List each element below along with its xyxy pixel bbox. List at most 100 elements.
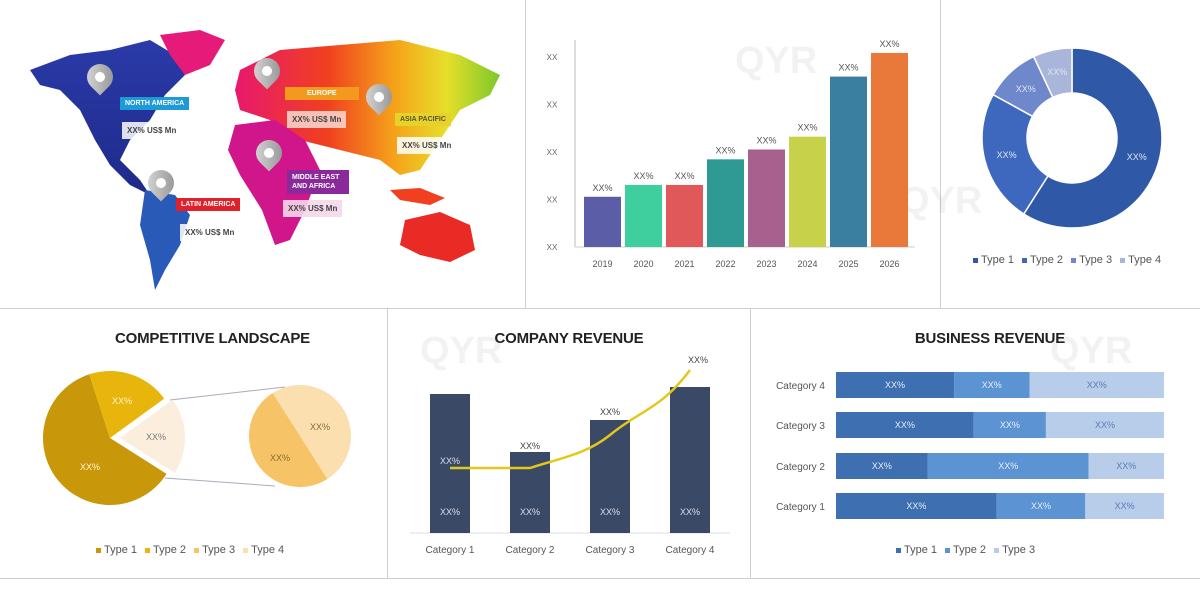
bar-2019 bbox=[584, 196, 621, 247]
secondary-pie-slice-type-3 bbox=[248, 392, 328, 488]
y-tick-label: XX bbox=[547, 53, 558, 62]
x-tick-label: Category 1 bbox=[426, 545, 475, 556]
line-data-label: XX% bbox=[688, 355, 708, 365]
bar-Category 1 bbox=[430, 394, 470, 533]
region-value-latin-america: XX% US$ Mn bbox=[180, 224, 240, 241]
bar-2020 bbox=[625, 184, 662, 247]
bar-Category 3 bbox=[590, 420, 630, 533]
secondary-pie-data-label: XX% bbox=[310, 422, 330, 432]
bar-data-label: XX% bbox=[872, 461, 892, 471]
bar-2023 bbox=[748, 149, 785, 247]
divider bbox=[387, 309, 388, 578]
donut-slice-Type 4 bbox=[1032, 47, 1073, 99]
y-tick-label: Category 4 bbox=[776, 381, 825, 392]
legend-item: Type 1 bbox=[973, 254, 1014, 266]
stacked-bar-segment bbox=[954, 372, 1030, 398]
divider bbox=[525, 0, 526, 308]
bar-data-label: XX% bbox=[674, 171, 694, 181]
legend-item: Type 3 bbox=[194, 544, 235, 556]
legend-item: Type 3 bbox=[1071, 254, 1112, 266]
x-tick-label: Category 3 bbox=[586, 545, 635, 556]
business-revenue-title: BUSINESS REVENUE bbox=[914, 330, 1066, 347]
pie-data-label: XX% bbox=[80, 462, 100, 472]
greenland-shape bbox=[160, 30, 225, 75]
stacked-bar-segment bbox=[836, 412, 974, 438]
bar-data-label: XX% bbox=[600, 507, 620, 517]
donut-data-label: XX% bbox=[1127, 152, 1147, 162]
bar-2025 bbox=[830, 76, 867, 247]
watermark: QYR bbox=[735, 40, 818, 82]
line-data-label: XX% bbox=[440, 456, 460, 466]
divider bbox=[750, 309, 751, 578]
bar-2024 bbox=[789, 136, 826, 247]
bar-data-label: XX% bbox=[1116, 461, 1136, 471]
bar-data-label: XX% bbox=[998, 461, 1018, 471]
pie-slice-type-3 bbox=[120, 399, 185, 473]
watermark: QYR bbox=[1050, 330, 1133, 372]
pie-data-label: XX% bbox=[112, 396, 132, 406]
bar-2022 bbox=[707, 159, 744, 247]
divider bbox=[940, 0, 941, 308]
business-legend: Type 1 Type 2 Type 3 bbox=[896, 544, 1035, 556]
x-tick-label: Category 2 bbox=[506, 545, 555, 556]
competitive-legend: Type 1 Type 2 Type 3 Type 4 bbox=[96, 544, 284, 556]
bar-data-label: XX% bbox=[1031, 501, 1051, 511]
donut-slice-Type 1 bbox=[1022, 47, 1163, 229]
watermark: QYR bbox=[900, 180, 983, 222]
legend-item: Type 2 bbox=[945, 544, 986, 556]
legend-item: Type 1 bbox=[896, 544, 937, 556]
y-tick-label: Category 1 bbox=[776, 502, 825, 513]
legend-item: Type 1 bbox=[96, 544, 137, 556]
secondary-pie-data-label: XX% bbox=[270, 453, 290, 463]
bar-data-label: XX% bbox=[1115, 501, 1135, 511]
bar-data-label: XX% bbox=[1087, 380, 1107, 390]
stacked-bar-segment bbox=[836, 453, 928, 479]
bar-data-label: XX% bbox=[440, 507, 460, 517]
bar-data-label: XX% bbox=[633, 171, 653, 181]
watermark: QYR bbox=[420, 330, 503, 372]
y-tick-label: XX bbox=[547, 196, 558, 205]
x-tick-label: Category 4 bbox=[666, 545, 715, 556]
bar-data-label: XX% bbox=[592, 183, 612, 193]
north-america-shape bbox=[30, 40, 185, 195]
x-tick-label: 2021 bbox=[674, 259, 694, 269]
donut-data-label: XX% bbox=[1047, 67, 1067, 77]
line-data-label: XX% bbox=[520, 441, 540, 451]
y-tick-label: XX bbox=[547, 101, 558, 110]
stacked-bar-segment bbox=[1029, 372, 1164, 398]
donut-legend: Type 1 Type 2 Type 3 Type 4 bbox=[973, 254, 1161, 266]
bar-Category 2 bbox=[510, 452, 550, 533]
secondary-pie-slice-type-4 bbox=[272, 385, 351, 480]
region-label-middle-east-africa: MIDDLE EAST AND AFRICA bbox=[287, 170, 349, 194]
stacked-bar-segment bbox=[1045, 412, 1164, 438]
legend-item: Type 4 bbox=[243, 544, 284, 556]
region-value-middle-east-africa: XX% US$ Mn bbox=[283, 200, 343, 217]
pie-data-label: XX% bbox=[146, 432, 166, 442]
region-label-asia-pacific: ASIA PACIFIC bbox=[395, 113, 451, 126]
x-tick-label: 2020 bbox=[633, 259, 653, 269]
revenue-line bbox=[450, 369, 691, 470]
donut-slice-Type 2 bbox=[981, 93, 1049, 216]
bar-2026 bbox=[871, 52, 908, 247]
line-data-label: XX% bbox=[600, 407, 620, 417]
region-value-north-america: XX% US$ Mn bbox=[122, 122, 182, 139]
bar-Category 4 bbox=[670, 387, 710, 533]
legend-item: Type 2 bbox=[145, 544, 186, 556]
x-tick-label: 2023 bbox=[756, 259, 776, 269]
bar-data-label: XX% bbox=[1000, 420, 1020, 430]
x-tick-label: 2025 bbox=[838, 259, 858, 269]
y-tick-label: Category 3 bbox=[776, 421, 825, 432]
stacked-bar-segment bbox=[836, 493, 997, 519]
divider bbox=[0, 578, 1200, 579]
bar-data-label: XX% bbox=[895, 420, 915, 430]
indonesia-shape bbox=[390, 188, 445, 205]
company-revenue-title: COMPANY REVENUE bbox=[494, 330, 644, 347]
bar-data-label: XX% bbox=[906, 501, 926, 511]
pie-slice-type-2 bbox=[89, 371, 165, 438]
legend-item: Type 4 bbox=[1120, 254, 1161, 266]
y-tick-label: XX bbox=[547, 148, 558, 157]
connector-line bbox=[169, 386, 286, 401]
region-label-europe: EUROPE bbox=[285, 87, 359, 100]
region-label-north-america: NORTH AMERICA bbox=[120, 97, 190, 110]
